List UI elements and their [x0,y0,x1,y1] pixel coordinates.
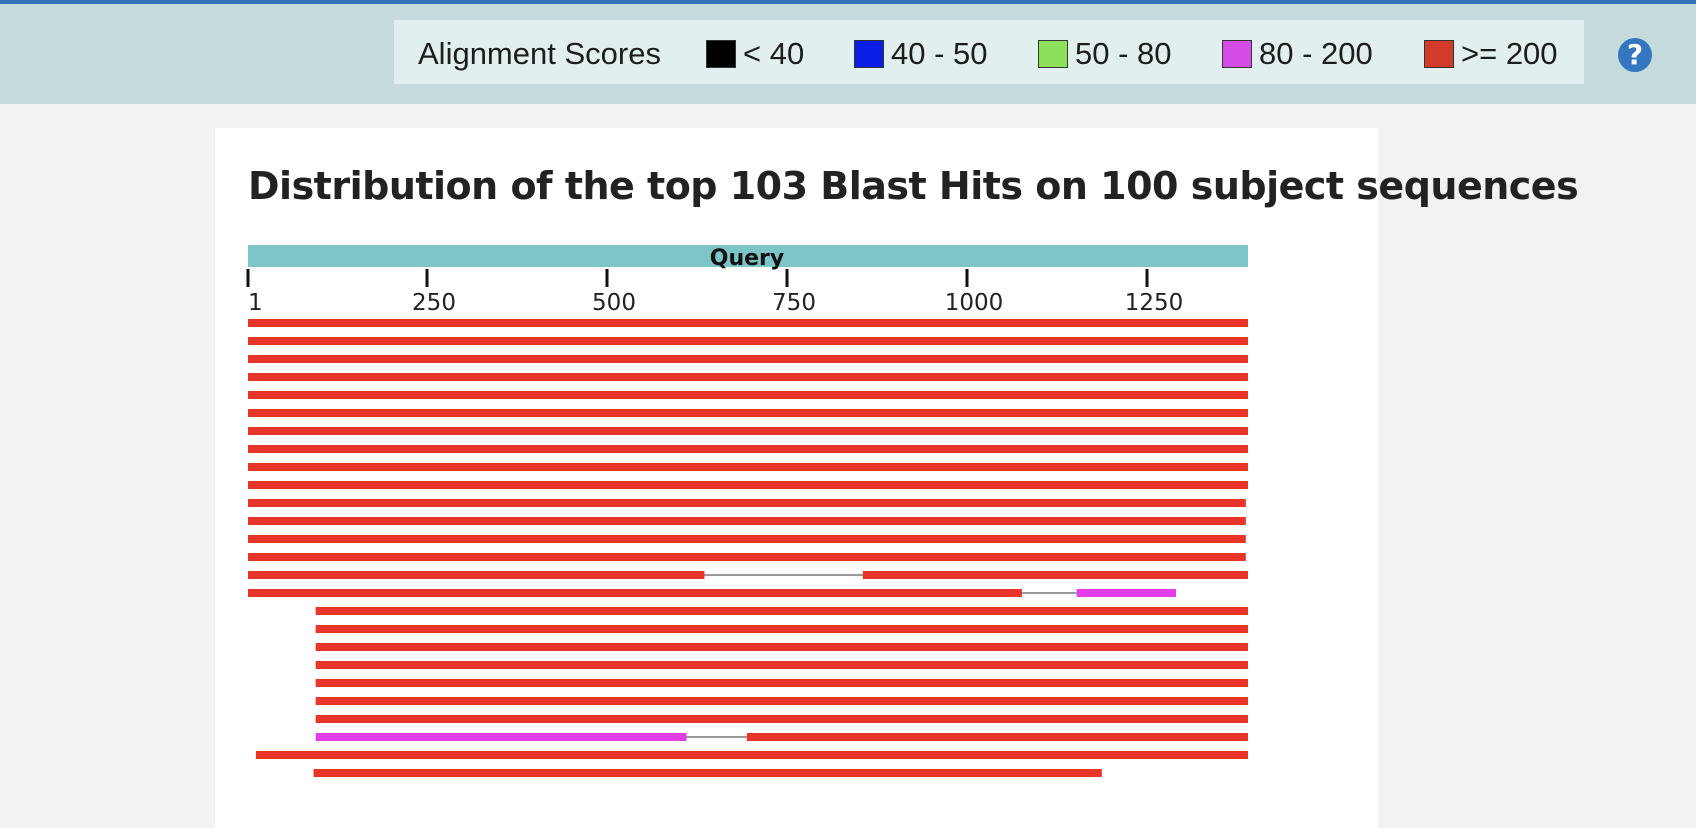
top-accent-strip [0,0,1696,4]
legend-swatch-lt40 [706,40,736,68]
hit-segment[interactable] [1076,589,1177,597]
axis-tick-mark [425,269,429,287]
hit-segment[interactable] [315,679,1249,687]
hit-segment[interactable] [315,661,1249,669]
legend-label-50-80: 50 - 80 [1075,36,1172,71]
hit-row[interactable] [313,769,1102,777]
axis-tick-label: 1000 [945,290,1004,316]
hit-segment[interactable] [248,445,1248,453]
legend-label-ge200: >= 200 [1461,36,1558,71]
hit-segment[interactable] [248,391,1248,399]
hit-row[interactable] [248,535,1246,543]
hit-row[interactable] [248,391,1248,399]
hit-row[interactable] [248,373,1248,381]
hit-row[interactable] [248,355,1248,363]
hit-row[interactable] [315,733,1248,741]
hit-row[interactable] [248,571,1248,579]
hit-segment[interactable] [248,481,1248,489]
axis-ticks: 1 250 500 750 1000 1250 [246,269,1184,316]
graphic-summary-panel: Distribution of the top 103 Blast Hits o… [215,128,1579,828]
legend-label-40-50: 40 - 50 [891,36,988,71]
hit-row[interactable] [315,697,1249,705]
hit-segment[interactable] [313,769,1102,777]
alignment-score-legend: Alignment Scores < 40 40 - 50 50 - 80 80… [394,20,1584,84]
hit-segment[interactable] [248,319,1248,327]
hit-row[interactable] [315,625,1249,633]
hit-row[interactable] [248,427,1248,435]
hit-segment[interactable] [248,535,1246,543]
blast-hits-graphic: Query 1 250 500 750 1000 1250 [246,245,1249,777]
hit-segment[interactable] [315,607,1249,615]
hit-row[interactable] [315,607,1249,615]
hit-segment[interactable] [248,517,1246,525]
hit-segment[interactable] [255,751,1248,759]
hit-segment[interactable] [248,409,1248,417]
hit-segment[interactable] [248,589,1022,597]
hit-row[interactable] [248,337,1248,345]
hit-segment[interactable] [315,715,1249,723]
axis-tick-label: 1250 [1125,290,1184,316]
axis-tick-mark [965,269,969,287]
hit-segment[interactable] [248,499,1246,507]
hit-row[interactable] [248,445,1248,453]
legend-swatch-50-80 [1038,40,1068,68]
axis-tick-mark [605,269,609,287]
hit-segment[interactable] [862,571,1248,579]
hit-row[interactable] [248,517,1246,525]
legend-label-80-200: 80 - 200 [1259,36,1373,71]
panel-title: Distribution of the top 103 Blast Hits o… [248,164,1579,208]
hits-layer [248,319,1249,777]
hit-segment[interactable] [248,427,1248,435]
hit-segment[interactable] [315,733,687,741]
axis-tick-label: 1 [248,290,263,316]
hit-segment[interactable] [248,571,705,579]
hit-segment[interactable] [746,733,1248,741]
hit-row[interactable] [315,715,1249,723]
hit-row[interactable] [248,463,1248,471]
header-band: Alignment Scores < 40 40 - 50 50 - 80 80… [0,4,1696,104]
axis-tick-label: 500 [592,290,636,316]
hit-segment[interactable] [315,643,1249,651]
legend-swatch-80-200 [1222,40,1252,68]
hit-row[interactable] [255,751,1248,759]
query-layer: Query [248,245,1248,271]
hit-row[interactable] [248,481,1248,489]
hit-segment[interactable] [315,697,1249,705]
hit-row[interactable] [315,661,1249,669]
legend-title: Alignment Scores [418,36,661,71]
help-icon[interactable]: ? [1618,38,1652,72]
hit-row[interactable] [315,643,1249,651]
hit-row[interactable] [248,589,1177,597]
hit-row[interactable] [315,679,1249,687]
legend-swatch-ge200 [1424,40,1454,68]
hit-row[interactable] [248,319,1248,327]
legend-swatch-40-50 [854,40,884,68]
hit-row[interactable] [248,409,1248,417]
hit-segment[interactable] [248,355,1248,363]
hit-segment[interactable] [248,373,1248,381]
axis-tick-mark [1145,269,1149,287]
axis-tick-label: 750 [772,290,816,316]
axis-tick-mark [785,269,789,287]
hit-segment[interactable] [315,625,1249,633]
hit-row[interactable] [248,499,1246,507]
axis-tick-label: 250 [412,290,456,316]
hit-segment[interactable] [248,463,1248,471]
hit-segment[interactable] [248,337,1248,345]
query-bar [248,245,1248,267]
hit-row[interactable] [248,553,1246,561]
query-label: Query [710,246,784,271]
hit-segment[interactable] [248,553,1246,561]
axis-tick-mark [246,269,250,287]
legend-label-lt40: < 40 [743,36,805,71]
